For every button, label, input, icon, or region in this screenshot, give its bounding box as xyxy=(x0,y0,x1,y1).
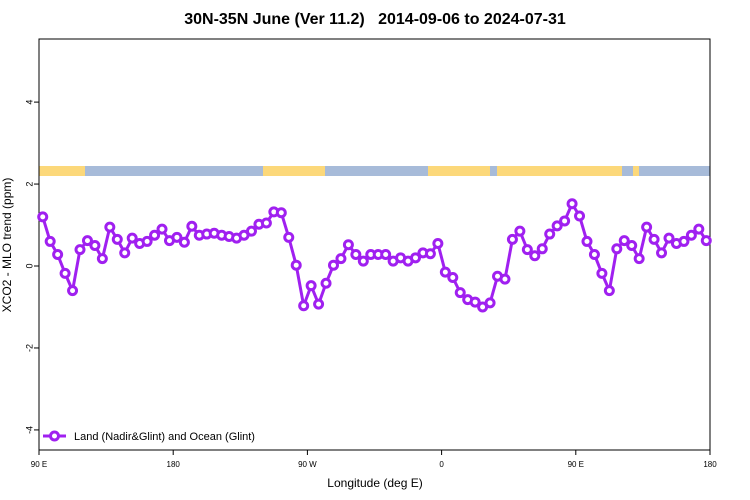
data-point xyxy=(447,271,459,283)
x-tick-label: 0 xyxy=(439,460,444,469)
data-point xyxy=(298,300,310,312)
x-tick-label: 90 W xyxy=(298,460,317,469)
data-point xyxy=(290,259,302,271)
data-point xyxy=(37,211,49,223)
data-point xyxy=(52,249,64,261)
data-point xyxy=(81,235,93,247)
y-tick-label: 4 xyxy=(24,100,34,105)
data-point xyxy=(603,285,615,297)
data-point xyxy=(529,250,541,262)
data-point xyxy=(111,233,123,245)
data-point xyxy=(283,231,295,243)
data-point xyxy=(119,247,131,259)
legend-marker xyxy=(49,430,60,442)
legend: Land (Nadir&Glint) and Ocean (Glint) xyxy=(43,430,255,443)
data-point xyxy=(544,228,556,240)
data-point xyxy=(648,233,660,245)
data-point xyxy=(499,273,511,285)
land-ocean-band xyxy=(39,166,710,176)
data-point xyxy=(432,237,444,249)
ocean-band xyxy=(39,166,710,176)
data-point xyxy=(618,235,630,247)
data-point xyxy=(641,221,653,233)
data-point xyxy=(559,215,571,227)
data-point xyxy=(104,221,116,233)
data-point xyxy=(656,247,668,259)
data-point xyxy=(260,217,272,229)
data-point xyxy=(141,235,153,247)
data-point xyxy=(514,225,526,237)
data-point xyxy=(469,296,481,308)
x-tick-label: 180 xyxy=(703,460,717,469)
data-point xyxy=(275,207,287,219)
data-point xyxy=(693,223,705,235)
data-point xyxy=(678,235,690,247)
data-point xyxy=(171,231,183,243)
data-point xyxy=(536,243,548,255)
y-tick-label: -2 xyxy=(24,344,34,352)
x-axis-label: Longitude (deg E) xyxy=(327,476,422,490)
data-point xyxy=(59,267,71,279)
data-point xyxy=(506,233,518,245)
data-point xyxy=(178,236,190,248)
data-point xyxy=(626,240,638,252)
data-point xyxy=(700,235,712,247)
land-band xyxy=(263,166,325,176)
data-point xyxy=(588,249,600,261)
data-point xyxy=(424,248,436,260)
data-point xyxy=(305,280,317,292)
data-point xyxy=(663,232,675,244)
data-point xyxy=(186,220,198,232)
data-point xyxy=(596,267,608,279)
data-point xyxy=(149,229,161,241)
data-point xyxy=(380,249,392,261)
data-point xyxy=(357,255,369,267)
data-point xyxy=(484,297,496,309)
chart-title: 30N-35N June (Ver 11.2) 2014-09-06 to 20… xyxy=(184,11,566,28)
legend-label: Land (Nadir&Glint) and Ocean (Glint) xyxy=(74,431,255,443)
y-axis-label: XCO2 - MLO trend (ppm) xyxy=(0,178,14,313)
data-point xyxy=(574,210,586,222)
data-point xyxy=(156,223,168,235)
data-point xyxy=(410,252,422,264)
land-band xyxy=(39,166,85,176)
data-point xyxy=(685,229,697,241)
data-point xyxy=(74,244,86,256)
data-point xyxy=(350,249,362,261)
data-point xyxy=(67,285,79,297)
data-point xyxy=(611,243,623,255)
data-point xyxy=(320,277,332,289)
data-point xyxy=(521,244,533,256)
data-point xyxy=(313,298,325,310)
data-point xyxy=(327,259,339,271)
land-band xyxy=(633,166,639,176)
data-point xyxy=(633,253,645,265)
data-point xyxy=(551,220,563,232)
data-point xyxy=(126,232,138,244)
data-point xyxy=(245,225,257,237)
data-point xyxy=(342,239,354,251)
data-point xyxy=(335,253,347,265)
data-point xyxy=(439,266,451,278)
data-point xyxy=(44,235,56,247)
data-point xyxy=(454,287,466,299)
data-point xyxy=(581,235,593,247)
data-point xyxy=(89,240,101,252)
data-point xyxy=(566,198,578,210)
land-band xyxy=(428,166,490,176)
x-tick-label: 90 E xyxy=(31,460,47,469)
y-tick-label: -4 xyxy=(24,426,34,434)
x-tick-label: 180 xyxy=(167,460,181,469)
data-point xyxy=(96,253,108,265)
x-tick-label: 90 E xyxy=(568,460,584,469)
y-tick-label: 2 xyxy=(24,182,34,187)
land-band xyxy=(497,166,622,176)
y-tick-label: 0 xyxy=(24,264,34,269)
